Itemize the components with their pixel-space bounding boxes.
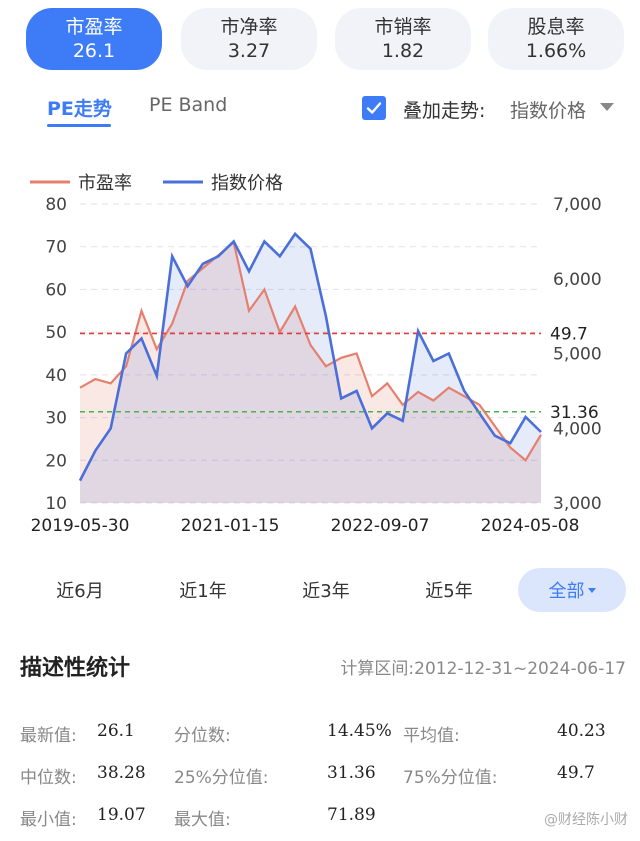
stat-p75-value: 49.7	[557, 763, 595, 783]
y-left-tick-label: 50	[45, 323, 67, 343]
metric-tab-value: 26.1	[72, 40, 116, 62]
stat-max-value: 71.89	[327, 805, 376, 825]
y-right-tick-label: 4,000	[553, 419, 602, 439]
metric-tab-label: 市销率	[374, 16, 432, 38]
y-right-tick-label: 6,000	[553, 270, 602, 290]
stat-latest-value: 26.1	[97, 721, 135, 741]
metric-tab-value: 3.27	[227, 40, 271, 62]
metric-tab-dividend[interactable]: 股息率 1.66%	[488, 8, 624, 70]
metric-tab-value: 1.66%	[525, 40, 587, 62]
metric-tab-value: 1.82	[381, 40, 425, 62]
stat-median-value: 38.28	[97, 763, 146, 783]
metric-tab-label: 市净率	[220, 16, 278, 38]
metric-tab-ps[interactable]: 市销率 1.82	[335, 8, 471, 70]
stat-p25-label: 25%分位值:	[174, 768, 269, 788]
stat-min-label: 最小值:	[20, 810, 77, 830]
y-right-tick-label: 5,000	[553, 345, 602, 365]
range-6m[interactable]: 近6月	[56, 581, 104, 602]
watermark: @财经陈小财	[544, 812, 628, 828]
overlay-checkbox[interactable]	[362, 96, 386, 120]
stat-percentile-label: 分位数:	[174, 726, 231, 746]
y-left-tick-label: 10	[45, 494, 67, 514]
chart-svg: 市盈率 指数价格 80 70 60 50 40 30 20 10 7,000 6,000 5,000 4,…	[30, 173, 602, 536]
range-5y[interactable]: 近5年	[425, 581, 473, 602]
x-tick-label: 2024-05-08	[481, 516, 580, 536]
y-left-tick-label: 40	[45, 366, 67, 386]
y-right-tick-label: 3,000	[553, 494, 602, 514]
metric-tab-pe[interactable]: 市盈率 26.1	[26, 8, 162, 70]
overlay-label: 叠加走势:	[403, 100, 486, 122]
range-3y[interactable]: 近3年	[302, 581, 350, 602]
y-left-tick-label: 20	[45, 451, 67, 471]
stat-median-label: 中位数:	[20, 768, 77, 788]
x-tick-label: 2019-05-30	[31, 516, 130, 536]
index-area	[80, 233, 541, 503]
range-all[interactable]: 全部	[518, 568, 626, 612]
y-left-tick-label: 30	[45, 409, 67, 429]
pe-trend-chart: 市盈率 指数价格 80 70 60 50 40 30 20 10 7,000 6,000 5,000 4,…	[0, 160, 640, 545]
y-left-tick-label: 60	[45, 280, 67, 300]
chart-subtabs: PE走势 PE Band	[0, 90, 640, 130]
check-icon	[366, 102, 382, 114]
stat-mean-value: 40.23	[557, 721, 606, 741]
stats-title: 描述性统计	[20, 656, 131, 681]
stats-range: 计算区间:2012-12-31~2024-06-17	[340, 659, 626, 679]
stat-mean-label: 平均值:	[403, 726, 460, 746]
ref-line-label-0: 49.7	[550, 324, 588, 344]
metric-tabs: 市盈率 26.1 市净率 3.27 市销率 1.82 股息率 1.66%	[26, 8, 626, 70]
x-tick-label: 2022-09-07	[331, 516, 430, 536]
stat-p75-label: 75%分位值:	[403, 768, 498, 788]
chevron-down-icon[interactable]	[600, 103, 614, 111]
x-tick-label: 2021-01-15	[181, 516, 280, 536]
metric-tab-label: 市盈率	[65, 16, 123, 38]
y-right-tick-label: 7,000	[553, 195, 602, 215]
metric-tab-pb[interactable]: 市净率 3.27	[181, 8, 317, 70]
y-left-tick-label: 80	[45, 195, 67, 215]
active-tab-underline	[47, 124, 111, 127]
stat-percentile-value: 14.45%	[327, 721, 392, 741]
index-line	[78, 231, 542, 482]
stat-p25-value: 31.36	[327, 763, 376, 783]
pe-area	[80, 242, 541, 503]
legend-label-index: 指数价格	[211, 173, 283, 194]
ref-line-label-1: 31.36	[550, 403, 599, 423]
range-1y[interactable]: 近1年	[179, 581, 227, 602]
metric-tab-label: 股息率	[527, 16, 585, 38]
tab-pe-trend[interactable]: PE走势	[47, 98, 112, 120]
stat-min-value: 19.07	[97, 805, 146, 825]
pe-line	[79, 240, 542, 462]
stat-latest-label: 最新值:	[20, 726, 77, 746]
tab-pe-band[interactable]: PE Band	[149, 94, 228, 116]
overlay-select[interactable]: 指数价格	[510, 100, 587, 122]
range-all-label: 全部	[548, 581, 585, 602]
legend-label-pe: 市盈率	[78, 173, 132, 194]
y-left-tick-label: 70	[45, 238, 67, 258]
range-tabs: 近6月 近1年 近3年 近5年 全部	[0, 568, 640, 618]
caret-down-icon	[587, 587, 596, 593]
stat-max-label: 最大值:	[174, 810, 231, 830]
